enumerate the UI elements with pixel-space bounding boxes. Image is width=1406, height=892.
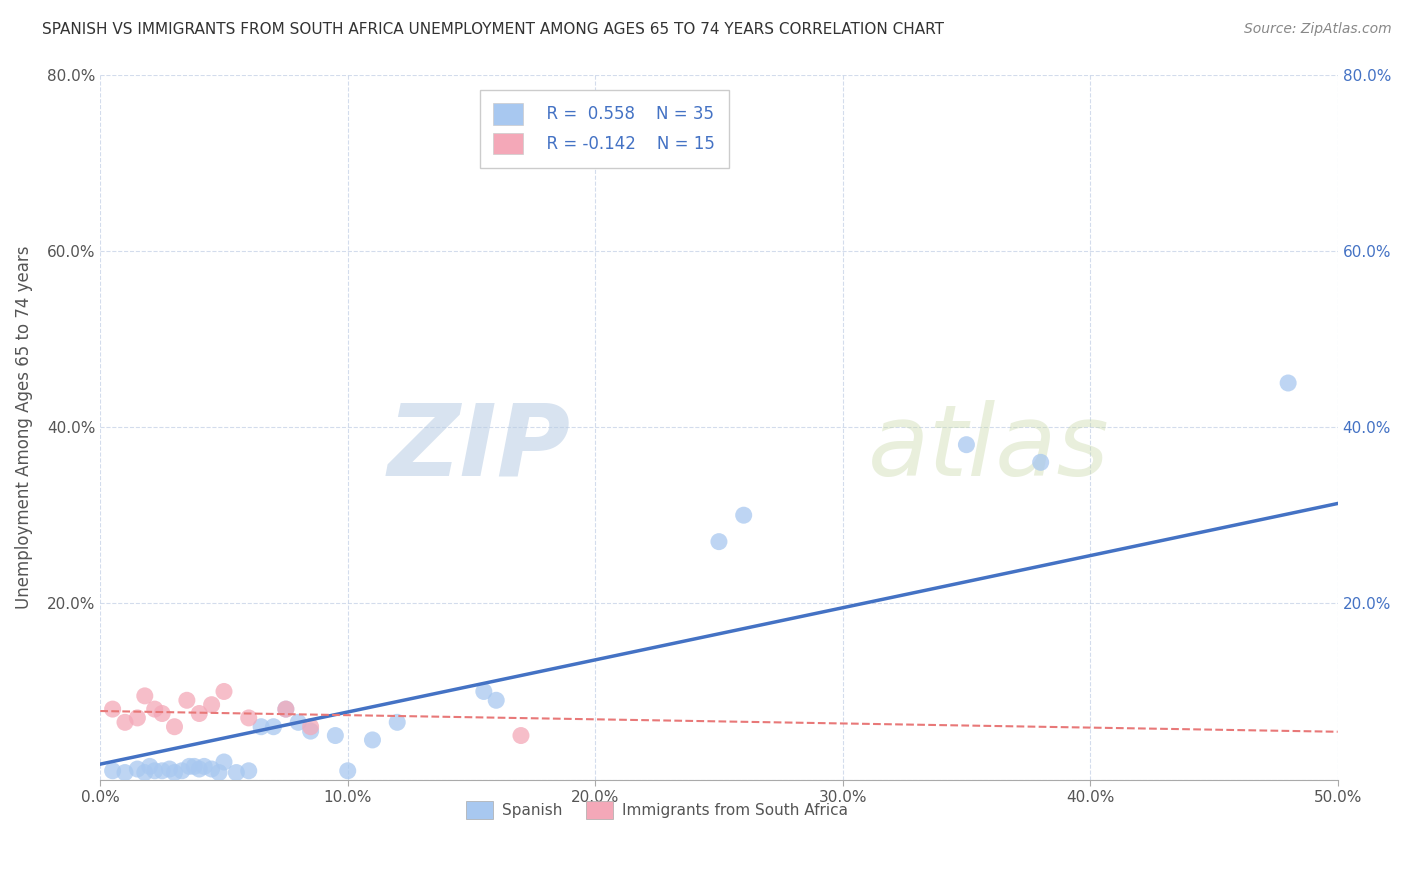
Text: SPANISH VS IMMIGRANTS FROM SOUTH AFRICA UNEMPLOYMENT AMONG AGES 65 TO 74 YEARS C: SPANISH VS IMMIGRANTS FROM SOUTH AFRICA … <box>42 22 945 37</box>
Point <box>299 720 322 734</box>
Point <box>134 689 156 703</box>
Point <box>274 702 297 716</box>
Text: ZIP: ZIP <box>388 400 571 497</box>
Point <box>127 711 149 725</box>
Point <box>159 762 181 776</box>
Point <box>114 765 136 780</box>
Point <box>101 702 124 716</box>
Point <box>387 715 409 730</box>
Point <box>485 693 508 707</box>
Point <box>143 702 166 716</box>
Point <box>472 684 495 698</box>
Point <box>250 720 273 734</box>
Point <box>707 534 730 549</box>
Point <box>183 759 205 773</box>
Point <box>134 765 156 780</box>
Point <box>188 706 211 721</box>
Point <box>225 765 247 780</box>
Point <box>361 733 384 747</box>
Point <box>150 764 173 778</box>
Point <box>163 720 186 734</box>
Point <box>201 762 224 776</box>
Legend: Spanish, Immigrants from South Africa: Spanish, Immigrants from South Africa <box>460 795 855 825</box>
Point <box>208 765 231 780</box>
Text: Source: ZipAtlas.com: Source: ZipAtlas.com <box>1244 22 1392 37</box>
Point <box>170 764 193 778</box>
Point <box>179 759 201 773</box>
Point <box>1277 376 1299 390</box>
Point <box>263 720 285 734</box>
Point <box>955 438 977 452</box>
Point <box>201 698 224 712</box>
Point <box>510 729 533 743</box>
Point <box>114 715 136 730</box>
Point <box>127 762 149 776</box>
Point <box>212 755 235 769</box>
Point <box>238 764 260 778</box>
Point <box>163 765 186 780</box>
Point <box>733 508 755 523</box>
Point <box>238 711 260 725</box>
Point <box>212 684 235 698</box>
Text: atlas: atlas <box>868 400 1109 497</box>
Point <box>1029 455 1052 469</box>
Point <box>176 693 198 707</box>
Point <box>287 715 309 730</box>
Point <box>336 764 359 778</box>
Point <box>139 759 162 773</box>
Point <box>325 729 347 743</box>
Point <box>299 724 322 739</box>
Point <box>193 759 215 773</box>
Point <box>274 702 297 716</box>
Y-axis label: Unemployment Among Ages 65 to 74 years: Unemployment Among Ages 65 to 74 years <box>15 245 32 609</box>
Point <box>188 762 211 776</box>
Point <box>150 706 173 721</box>
Point <box>143 764 166 778</box>
Point <box>101 764 124 778</box>
